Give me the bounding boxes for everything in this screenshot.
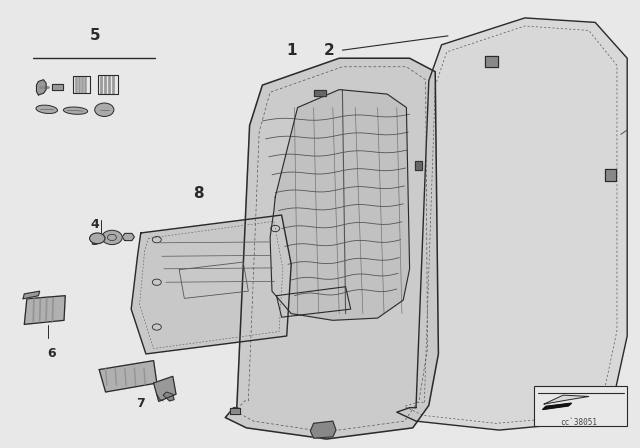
Text: 4: 4 — [90, 217, 99, 231]
Polygon shape — [24, 296, 65, 324]
Polygon shape — [23, 291, 40, 299]
Ellipse shape — [63, 107, 88, 114]
Text: cc`38051: cc`38051 — [561, 418, 598, 426]
Polygon shape — [225, 58, 438, 439]
Polygon shape — [99, 361, 157, 392]
Text: 5: 5 — [90, 28, 100, 43]
Polygon shape — [543, 403, 572, 409]
Polygon shape — [131, 215, 291, 354]
Bar — [534, 386, 627, 426]
Circle shape — [95, 103, 114, 116]
Polygon shape — [52, 84, 63, 90]
Text: 1: 1 — [286, 43, 296, 58]
Polygon shape — [397, 18, 627, 430]
Polygon shape — [154, 376, 176, 401]
Polygon shape — [314, 90, 326, 96]
Text: 6: 6 — [47, 347, 56, 361]
Ellipse shape — [36, 105, 58, 113]
Polygon shape — [270, 90, 410, 320]
Polygon shape — [544, 395, 589, 404]
Polygon shape — [485, 56, 498, 67]
Circle shape — [90, 233, 105, 244]
Polygon shape — [605, 169, 616, 181]
Text: 3: 3 — [90, 234, 99, 248]
Text: 8: 8 — [193, 186, 204, 201]
Polygon shape — [163, 392, 174, 401]
Polygon shape — [415, 161, 422, 170]
Text: 7: 7 — [136, 396, 145, 410]
Polygon shape — [122, 233, 134, 241]
Circle shape — [102, 230, 122, 245]
Polygon shape — [310, 421, 336, 438]
Polygon shape — [36, 80, 46, 95]
Text: 2: 2 — [324, 43, 335, 58]
Polygon shape — [230, 408, 240, 414]
